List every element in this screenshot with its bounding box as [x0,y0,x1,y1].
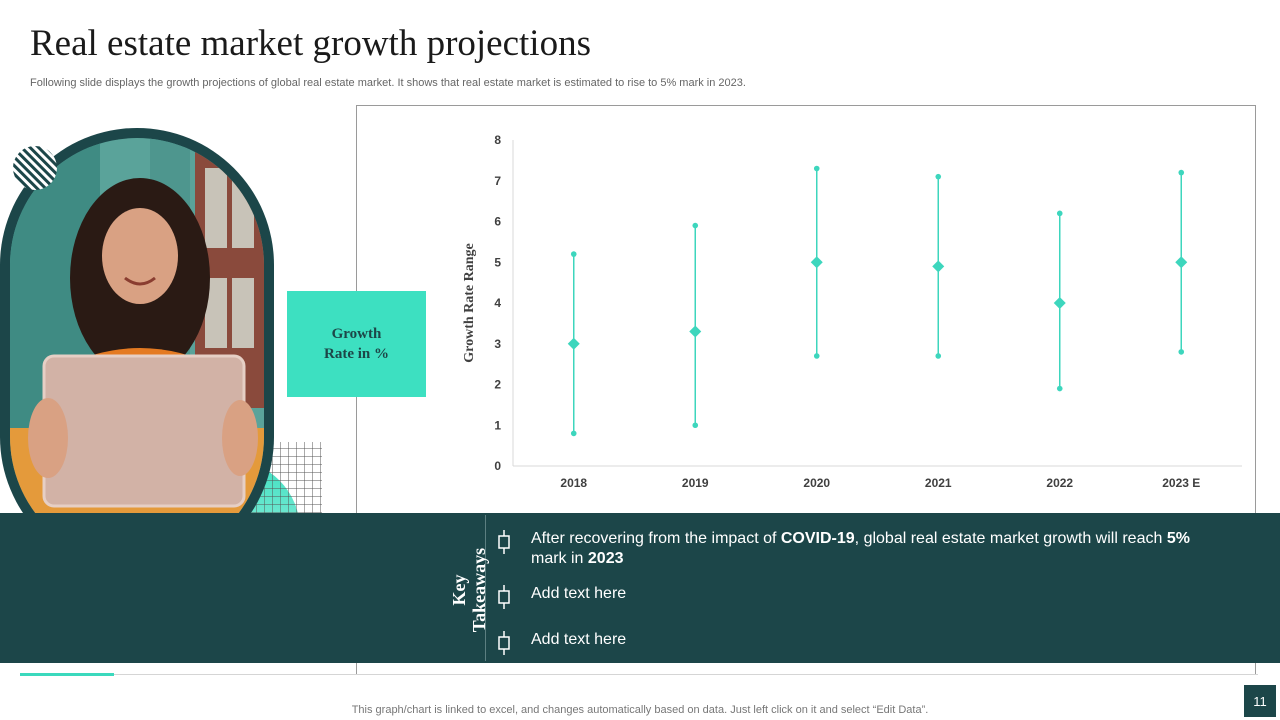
low-point [692,422,699,429]
woman-with-laptop-photo [0,128,322,600]
x-tick-label: 2019 [682,476,709,490]
photo-panel [0,128,330,608]
y-tick-label: 8 [494,133,501,147]
y-tick-label: 2 [494,378,501,392]
takeaway-text-part: , global real estate market growth will … [854,530,1167,547]
y-axis-label: Growth Rate Range [462,243,477,363]
marker-diamond [689,325,702,338]
growth-rate-label-box: Growth Rate in % [287,291,426,397]
key-takeaways-band [0,513,1280,663]
page-number: 11 [1244,685,1276,717]
marker-diamond [1053,297,1066,309]
takeaway-text-part: Add text here [531,585,627,602]
takeaway-text: Add text here [531,630,1191,650]
marker-diamond [810,256,823,269]
y-tick-label: 7 [494,174,501,188]
takeaway-text-part: After recovering from the impact of [531,530,781,547]
high-point [570,251,577,257]
high-point [1178,169,1185,176]
marker-diamond [932,260,945,273]
growth-rate-chart[interactable]: 0 1 2 3 4 5 6 7 8 Growth Rate Range 2018 2019 2020 20… [356,105,1256,515]
y-tick-label: 5 [494,255,501,269]
x-tick-label: 2023 E [1162,476,1200,490]
y-tick-label: 3 [494,337,501,351]
x-tick-label: 2018 [560,476,587,490]
hatched-circle-decoration [13,146,57,190]
bullet-bracket-icon [498,530,510,554]
y-tick-label: 4 [494,296,501,310]
high-point [813,165,820,172]
y-tick-label: 6 [494,215,501,229]
bullet-bracket-icon [498,585,510,609]
takeaway-text-bold: COVID-19 [780,530,855,547]
bottom-rule [114,674,1258,675]
high-point [692,222,699,229]
key-takeaways-label: Key Takeaways [449,547,489,633]
low-point [1178,349,1185,355]
x-tick-label: 2020 [803,476,830,490]
high-point [1056,210,1063,217]
y-tick-label: 1 [494,418,501,432]
marker-diamond [1175,256,1188,269]
y-tick-label: 0 [494,459,501,473]
marker-diamond [567,337,580,350]
page-title: Real estate market growth projections [30,23,591,64]
takeaway-text-part: mark in [531,550,588,567]
takeaway-text: After recovering from the impact of COVI… [531,529,1191,569]
x-tick-label: 2022 [1046,476,1073,490]
takeaway-text-bold: 2023 [587,550,624,567]
high-point [935,173,942,180]
low-point [935,353,942,359]
x-tick-label: 2021 [925,476,952,490]
key-takeaways-divider [485,515,486,661]
low-point [570,430,577,437]
takeaway-text-part: Add text here [531,631,627,648]
bullet-bracket-icon [498,631,510,655]
low-point [1056,385,1063,392]
bottom-accent-line [20,673,114,676]
page-subtitle: Following slide displays the growth proj… [30,77,746,89]
footer-note: This graph/chart is linked to excel, and… [351,704,929,716]
low-point [813,353,820,359]
takeaway-text: Add text here [531,584,1191,604]
takeaway-text-bold: 5% [1166,530,1190,547]
